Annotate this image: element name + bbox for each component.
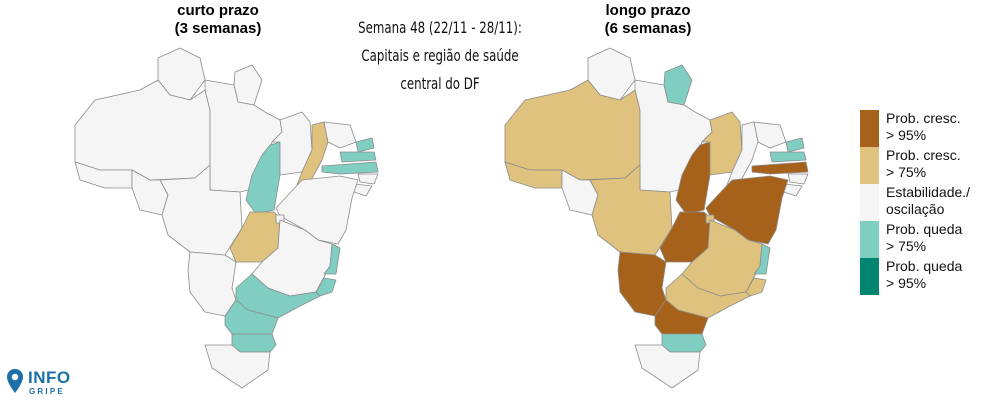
legend-label-line2: > 95% — [886, 275, 927, 291]
long-term-state-pe — [751, 161, 809, 175]
long-term-state-rs — [634, 344, 701, 389]
short-term-state-sc — [231, 333, 277, 353]
legend-label-line1: Prob. cresc. — [886, 110, 961, 126]
infogripe-logo: INFO GRIPE — [6, 368, 86, 400]
long-term-state-se — [783, 183, 803, 197]
short-term-state-rn — [355, 137, 375, 153]
logo-text-gripe: GRIPE — [29, 387, 65, 396]
legend-label-line1: Prob. queda — [886, 221, 963, 237]
long-term-state-pb — [769, 151, 807, 163]
long-term-state-ap — [663, 64, 693, 106]
short-term-state-ce — [323, 121, 357, 149]
short-term-state-ms — [187, 251, 237, 317]
short-term-state-se — [353, 183, 373, 197]
legend-label-line1: Prob. queda — [886, 258, 963, 274]
short-term-title-line1: curto prazo — [177, 2, 259, 19]
legend-label-line2: > 75% — [886, 164, 927, 180]
short-term-state-pb — [339, 151, 377, 163]
short-term-state-pr — [224, 299, 279, 335]
long-term-state-ma — [701, 111, 743, 176]
legend-label-line2: oscilação — [886, 201, 945, 217]
long-term-state-sc — [661, 333, 707, 353]
center-title-line2: Capitais e região de saúde — [361, 46, 519, 65]
long-term-state-rn — [785, 137, 805, 153]
legend-item-decline-75: Prob. queda > 75% — [860, 221, 1000, 258]
short-term-state-al — [357, 173, 379, 185]
legend-swatch — [860, 258, 879, 295]
legend-label-line2: > 95% — [886, 127, 927, 143]
short-term-state-ap — [233, 64, 263, 106]
short-term-map-title: curto prazo (3 semanas) — [118, 2, 318, 38]
long-term-title-line2: (6 semanas) — [604, 20, 692, 37]
short-term-state-ma — [271, 111, 313, 176]
legend-swatch — [860, 147, 879, 184]
long-term-state-al — [787, 173, 809, 185]
legend-swatch — [860, 221, 879, 258]
long-term-brazil-map — [504, 47, 809, 389]
short-term-state-es — [323, 243, 341, 275]
legend-label-line1: Estabilidade./ — [886, 184, 971, 200]
legend-swatch — [860, 110, 879, 147]
legend-item-decline-95: Prob. queda > 95% — [860, 258, 1000, 295]
legend: Prob. cresc. > 95% Prob. cresc. > 75% Es… — [860, 110, 1000, 295]
logo-text-info: INFO — [28, 368, 71, 387]
legend-label-line1: Prob. cresc. — [886, 147, 961, 163]
short-term-brazil-map — [74, 47, 379, 389]
legend-item-growth-75: Prob. cresc. > 75% — [860, 147, 1000, 184]
long-term-state-ce — [753, 121, 787, 149]
center-title-line1: Semana 48 (22/11 - 28/11): — [358, 18, 522, 37]
long-term-state-pr — [654, 299, 709, 335]
short-term-state-pe — [321, 161, 379, 175]
long-term-map-title: longo prazo (6 semanas) — [548, 2, 748, 38]
short-term-state-rs — [204, 344, 271, 389]
center-title: Semana 48 (22/11 - 28/11): Capitais e re… — [330, 14, 550, 98]
short-term-state-ba — [275, 175, 359, 245]
legend-swatch — [860, 184, 879, 221]
legend-item-stable: Estabilidade./ oscilação — [860, 184, 1000, 221]
long-term-title-line1: longo prazo — [605, 2, 691, 19]
long-term-state-ba — [705, 175, 789, 245]
legend-label-line2: > 75% — [886, 238, 927, 254]
legend-item-growth-95: Prob. cresc. > 95% — [860, 110, 1000, 147]
location-pin-icon — [7, 369, 23, 393]
long-term-state-es — [753, 243, 771, 275]
short-term-title-line2: (3 semanas) — [174, 20, 262, 37]
long-term-state-ms — [617, 251, 667, 317]
center-title-line3: central do DF — [400, 74, 480, 93]
